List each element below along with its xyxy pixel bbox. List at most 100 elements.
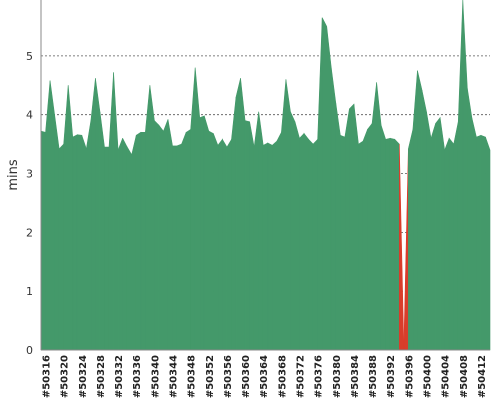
area-segment	[149, 85, 155, 351]
area-segment	[95, 78, 101, 351]
area-segment	[86, 120, 92, 351]
area-segment	[321, 17, 328, 351]
x-tick-label: #50320	[60, 355, 71, 398]
y-axis-label: mins	[6, 159, 21, 191]
y-tick-label: 4	[26, 109, 33, 122]
area-segment	[421, 89, 427, 351]
area-segment	[317, 17, 323, 351]
area-segment	[267, 142, 273, 351]
x-tick-label: #50316	[42, 355, 53, 398]
area-segment	[140, 132, 146, 351]
x-tick-label: #50412	[477, 355, 488, 398]
area-segment	[99, 111, 105, 351]
x-tick-label: #50348	[187, 355, 198, 398]
area-segment	[217, 138, 223, 351]
area-segment	[226, 138, 232, 351]
area-segment	[303, 132, 309, 351]
x-tick-label: #50368	[277, 355, 288, 398]
area-segment	[467, 88, 473, 351]
area-segment	[344, 108, 350, 351]
area-segment	[340, 134, 346, 351]
area-segment	[131, 135, 137, 351]
area-segment	[353, 104, 359, 351]
area-segment	[172, 145, 178, 351]
x-tick-label: #50372	[296, 355, 307, 398]
x-tick-label: #50336	[132, 355, 143, 398]
area-segment	[480, 134, 486, 351]
area-segment	[408, 129, 414, 351]
x-tick-label: #50404	[441, 355, 452, 398]
area-segment-failed	[398, 144, 405, 351]
area-segment	[231, 97, 237, 351]
area-segment	[312, 138, 318, 351]
area-segment	[285, 79, 291, 351]
area-segment	[435, 116, 441, 351]
area-segment	[45, 80, 51, 351]
x-tick-label: #50360	[241, 355, 252, 398]
y-tick-label: 1	[26, 285, 33, 298]
area-segment	[126, 145, 133, 351]
area-segment	[262, 142, 269, 351]
area-segment	[362, 129, 368, 351]
x-tick-label: #50352	[205, 355, 216, 398]
area-segment	[272, 140, 278, 351]
area-segment	[249, 121, 255, 351]
area-segment	[457, 0, 464, 351]
area-segment	[108, 72, 114, 351]
area-segment	[376, 82, 382, 351]
area-segment	[145, 85, 151, 351]
area-segment	[90, 78, 96, 351]
y-tick-label: 0	[26, 344, 33, 357]
area-segment	[176, 143, 182, 351]
x-tick-label: #50384	[350, 355, 361, 398]
y-tick-label: 3	[26, 168, 33, 181]
area-segment	[135, 131, 142, 351]
area-segment	[190, 67, 196, 351]
y-tick-label: 2	[26, 226, 33, 239]
area-segment	[81, 135, 87, 351]
area-segment	[335, 102, 341, 351]
x-tick-label: #50328	[96, 355, 107, 398]
area-segment	[371, 82, 377, 351]
x-tick-label: #50344	[169, 355, 180, 398]
area-segment	[63, 85, 69, 351]
area-segment	[294, 121, 300, 351]
x-tick-label: #50340	[150, 355, 161, 398]
area-segment	[394, 138, 400, 351]
area-segment	[167, 119, 173, 351]
y-tick-label: 5	[26, 50, 33, 63]
area-segment	[208, 130, 214, 351]
area-segment	[476, 134, 482, 351]
x-tick-labels: #50316 #50320 #50324 #50328 #50332 #50336 #503…	[42, 355, 488, 398]
area-segment	[181, 132, 187, 351]
area-segment	[485, 136, 491, 351]
area-segment	[185, 128, 191, 351]
area-segment	[258, 111, 264, 351]
area-segment	[58, 143, 64, 351]
area-segment	[417, 70, 423, 351]
area-series	[40, 0, 491, 351]
area-segment	[67, 85, 74, 351]
area-segment	[253, 111, 259, 351]
x-tick-label: #50380	[332, 355, 343, 398]
area-segment	[113, 72, 119, 351]
area-segment	[222, 138, 228, 351]
area-segment	[448, 137, 455, 351]
x-tick-label: #50392	[386, 355, 397, 398]
area-segment	[240, 78, 246, 351]
x-tick-label: #50356	[223, 355, 234, 398]
area-segment	[163, 119, 169, 351]
y-tick-labels: 0 1 2 3 4 5	[26, 50, 33, 357]
area-segment	[213, 133, 219, 351]
area-segment	[308, 138, 314, 351]
area-segment	[389, 137, 396, 351]
area-segment	[326, 26, 332, 351]
x-tick-label: #50324	[78, 355, 89, 398]
axes	[40, 0, 490, 351]
area-segment	[117, 138, 123, 351]
area-segment	[104, 146, 110, 351]
area-segment	[462, 0, 468, 351]
area-segment	[40, 130, 46, 351]
